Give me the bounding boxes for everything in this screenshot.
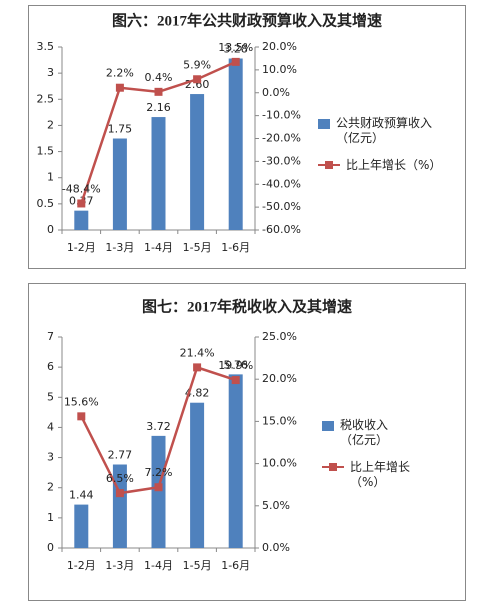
- legend-item: 公共财政预算收入（亿元）: [318, 116, 458, 146]
- y2-tick-label: 10.0%: [262, 63, 297, 76]
- y-tick-label: 0: [47, 541, 54, 554]
- legend-item: 比上年增长（%）: [318, 158, 458, 173]
- legend: 税收收入（亿元） 比上年增长（%）: [322, 418, 414, 502]
- legend-marker: [325, 161, 333, 169]
- chart-frame: [28, 5, 466, 269]
- y-tick-label: 7: [47, 330, 54, 343]
- line-value-label: 2.2%: [106, 67, 134, 80]
- legend-swatch: [322, 421, 334, 431]
- chart-title: 图六：2017年公共财政预算收入及其增速: [112, 11, 382, 29]
- x-tick-label: 1-3月: [105, 241, 134, 254]
- line-marker: [231, 376, 240, 385]
- bar: [228, 374, 243, 548]
- line-marker: [115, 83, 124, 92]
- y2-tick-label: 0.0%: [262, 541, 290, 554]
- y2-tick-label: -60.0%: [262, 223, 301, 236]
- legend-swatch: [318, 119, 330, 129]
- legend: 公共财政预算收入（亿元） 比上年增长（%）: [318, 116, 458, 185]
- line-value-label: -48.4%: [62, 182, 101, 195]
- y2-tick-label: -10.0%: [262, 109, 301, 122]
- y-tick-label: 1.5: [37, 145, 55, 158]
- bar: [151, 435, 166, 548]
- line-value-label: 19.9%: [218, 359, 253, 372]
- line-marker: [193, 363, 202, 372]
- bar-value-label: 2.77: [108, 449, 133, 462]
- bar-value-label: 1.75: [108, 123, 133, 136]
- line-marker: [77, 199, 86, 208]
- bar: [151, 117, 166, 230]
- line-value-label: 21.4%: [180, 346, 215, 359]
- chart-title: 图七：2017年税收收入及其增速: [142, 297, 352, 315]
- bar: [74, 504, 89, 548]
- y-tick-label: 2: [47, 481, 54, 494]
- y-tick-label: 5: [47, 390, 54, 403]
- y2-tick-label: 25.0%: [262, 330, 297, 343]
- y2-tick-label: -40.0%: [262, 177, 301, 190]
- y-tick-label: 2: [47, 118, 54, 131]
- bar-value-label: 2.16: [146, 101, 171, 114]
- legend-swatch: [318, 161, 340, 169]
- x-tick-label: 1-6月: [221, 241, 250, 254]
- y-tick-label: 1: [47, 511, 54, 524]
- legend-label: 公共财政预算收入（亿元）: [336, 116, 433, 145]
- y-tick-label: 2.5: [37, 92, 55, 105]
- legend-item: 比上年增长（%）: [322, 460, 414, 490]
- line-value-label: 0.4%: [145, 71, 173, 84]
- y-tick-label: 3: [47, 451, 54, 464]
- bar-value-label: 1.44: [69, 489, 94, 502]
- y-tick-label: 0: [47, 223, 54, 236]
- y2-tick-label: 10.0%: [262, 457, 297, 470]
- x-tick-label: 1-5月: [183, 559, 212, 572]
- bar: [112, 138, 127, 230]
- line-value-label: 6.5%: [106, 472, 134, 485]
- bar-value-label: 5.76: [223, 358, 248, 371]
- y2-tick-label: -50.0%: [262, 200, 301, 213]
- x-tick-label: 1-3月: [105, 559, 134, 572]
- y2-tick-label: 0.0%: [262, 86, 290, 99]
- x-tick-label: 1-6月: [221, 559, 250, 572]
- line-value-label: 5.9%: [183, 58, 211, 71]
- y-tick-label: 3: [47, 66, 54, 79]
- legend-item: 税收收入（亿元）: [322, 418, 414, 448]
- bar: [190, 94, 205, 230]
- y2-tick-label: -20.0%: [262, 132, 301, 145]
- line-marker: [77, 412, 86, 421]
- y-tick-label: 1: [47, 171, 54, 184]
- y2-tick-label: 5.0%: [262, 499, 290, 512]
- line-value-label: 15.6%: [64, 395, 99, 408]
- legend-marker: [329, 463, 337, 471]
- x-tick-label: 1-2月: [67, 559, 96, 572]
- line-marker: [231, 57, 240, 66]
- legend-label: 比上年增长（%）: [346, 158, 442, 172]
- y2-tick-label: 20.0%: [262, 40, 297, 53]
- bar: [228, 58, 243, 231]
- legend-label: 比上年增长（%）: [350, 460, 411, 489]
- bar-value-label: 3.28: [223, 43, 248, 56]
- y-tick-label: 0.5: [37, 197, 55, 210]
- line-marker: [154, 483, 163, 492]
- y-tick-label: 4: [47, 420, 54, 433]
- y2-tick-label: -30.0%: [262, 154, 301, 167]
- line-marker: [193, 75, 202, 84]
- x-tick-label: 1-5月: [183, 241, 212, 254]
- legend-swatch: [322, 463, 344, 471]
- x-tick-label: 1-4月: [144, 559, 173, 572]
- y2-tick-label: 20.0%: [262, 372, 297, 385]
- y2-tick-label: 15.0%: [262, 414, 297, 427]
- line-value-label: 13.5%: [218, 41, 253, 54]
- y-tick-label: 3.5: [37, 40, 55, 53]
- line-marker: [154, 87, 163, 96]
- line-marker: [115, 489, 124, 498]
- line-value-label: 7.2%: [145, 466, 173, 479]
- y-tick-label: 6: [47, 360, 54, 373]
- bar: [74, 210, 89, 230]
- x-tick-label: 1-4月: [144, 241, 173, 254]
- bar-value-label: 3.72: [146, 420, 171, 433]
- bar: [190, 402, 205, 548]
- legend-label: 税收收入（亿元）: [340, 418, 389, 447]
- x-tick-label: 1-2月: [67, 241, 96, 254]
